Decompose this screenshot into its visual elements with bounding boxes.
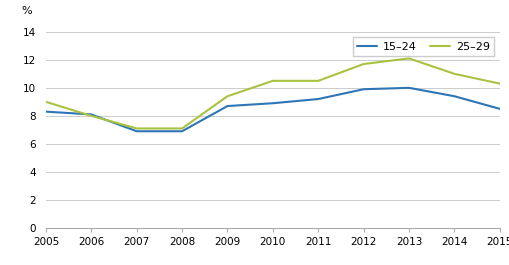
25–29 xyxy=(269,79,275,82)
15–24 xyxy=(224,104,230,108)
25–29 xyxy=(43,100,49,103)
Legend: 15–24, 25–29: 15–24, 25–29 xyxy=(352,37,493,56)
25–29 xyxy=(315,79,321,82)
25–29 xyxy=(224,95,230,98)
15–24 xyxy=(360,88,366,91)
15–24 xyxy=(133,130,139,133)
25–29 xyxy=(360,63,366,66)
15–24 xyxy=(43,110,49,113)
15–24 xyxy=(88,113,94,116)
25–29 xyxy=(450,72,457,76)
Text: %: % xyxy=(21,6,32,16)
25–29 xyxy=(179,127,185,130)
Line: 25–29: 25–29 xyxy=(46,58,499,129)
25–29 xyxy=(405,57,411,60)
25–29 xyxy=(496,82,502,85)
Line: 15–24: 15–24 xyxy=(46,88,499,131)
15–24 xyxy=(269,102,275,105)
15–24 xyxy=(405,86,411,89)
25–29 xyxy=(133,127,139,130)
25–29 xyxy=(88,114,94,117)
15–24 xyxy=(496,107,502,111)
15–24 xyxy=(315,98,321,101)
15–24 xyxy=(179,130,185,133)
15–24 xyxy=(450,95,457,98)
